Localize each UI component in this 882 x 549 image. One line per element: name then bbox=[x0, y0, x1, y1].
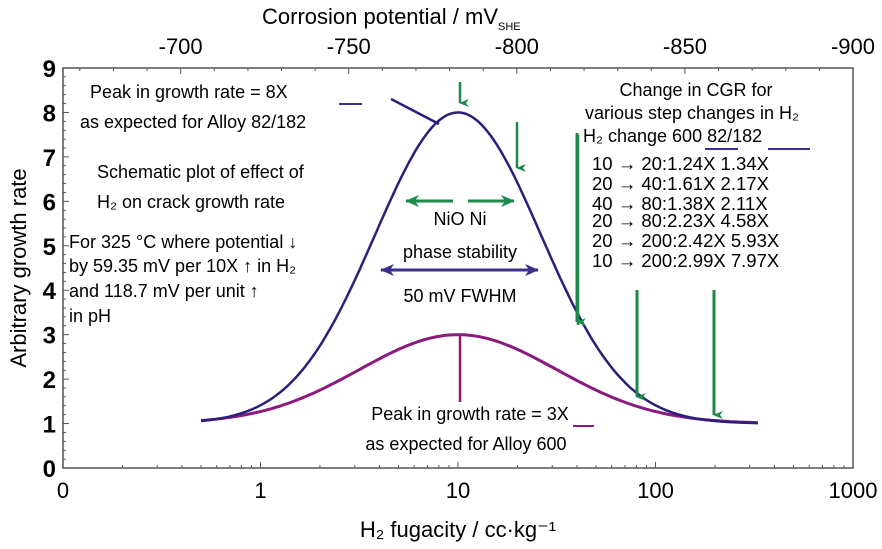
curve-alloy-82-182 bbox=[200, 111, 758, 425]
note-line-1: For 325 °C where potential ↓ bbox=[69, 232, 297, 252]
top-tick-label: -750 bbox=[327, 34, 371, 59]
x-tick-label: 100 bbox=[637, 478, 674, 503]
y-tick-label: 8 bbox=[43, 100, 56, 127]
y-tick-label: 9 bbox=[43, 56, 56, 83]
top-axis-title: Corrosion potential / mVSHE bbox=[262, 4, 521, 33]
peak-82-label-2: as expected for Alloy 82/182 bbox=[80, 112, 306, 132]
phase-label-2: phase stability bbox=[403, 242, 517, 262]
x-tick-label: 1000 bbox=[829, 478, 878, 503]
x-axis-title: H₂ fugacity / cc·kg⁻¹ bbox=[360, 517, 556, 542]
y-tick-label: 4 bbox=[43, 278, 57, 305]
cgr-row: 20 → 80:2.23X 4.58X bbox=[592, 210, 769, 231]
peak-600-label-2: as expected for Alloy 600 bbox=[365, 434, 566, 454]
schematic-label-1: Schematic plot of effect of bbox=[97, 162, 305, 182]
phase-label-1: NiO Ni bbox=[434, 209, 487, 229]
x-axis-ticks: 0 1 10 100 1000 bbox=[57, 462, 878, 503]
cgr-title-2: various step changes in H₂ bbox=[585, 103, 799, 123]
peak-82-leader bbox=[390, 97, 440, 126]
curve-alloy-600 bbox=[200, 333, 758, 425]
fwhm-label: 50 mV FWHM bbox=[403, 286, 516, 306]
y-tick-label: 3 bbox=[43, 323, 56, 350]
note-line-2: by 59.35 mV per 10X ↑ in H₂ bbox=[69, 256, 296, 276]
top-tick-label: -850 bbox=[663, 34, 707, 59]
peak-82-label-1: Peak in growth rate = 8X bbox=[90, 82, 288, 102]
top-tick-label: -800 bbox=[495, 34, 539, 59]
y-tick-label: 5 bbox=[43, 234, 56, 261]
cgr-row: 10 → 200:2.99X 7.97X bbox=[592, 250, 779, 271]
peak-600-label-1: Peak in growth rate = 3X bbox=[371, 404, 569, 424]
schematic-label-2: H₂ on crack growth rate bbox=[97, 192, 285, 212]
y-tick-label: 1 bbox=[43, 412, 56, 439]
cgr-row: 20 → 40:1.61X 2.17X bbox=[592, 173, 769, 194]
cgr-row: 40 → 80:1.38X 2.11X bbox=[592, 193, 768, 214]
top-tick-label: -700 bbox=[159, 34, 203, 59]
top-axis-ticks: -700 -750 -800 -850 -900 bbox=[79, 34, 875, 74]
y-axis-ticks: 0 1 2 3 4 5 6 7 8 9 bbox=[43, 56, 69, 483]
cgr-title-1: Change in CGR for bbox=[619, 80, 772, 100]
y-axis-title: Arbitrary growth rate bbox=[6, 168, 31, 367]
y-tick-label: 2 bbox=[43, 367, 56, 394]
y-tick-label: 6 bbox=[43, 189, 56, 216]
cgr-row: 10 → 20:1.24X 1.34X bbox=[592, 153, 769, 174]
cgr-row: 20 → 200:2.42X 5.93X bbox=[592, 230, 779, 251]
cgr-header: H₂ change 600 82/182 bbox=[583, 126, 762, 146]
x-tick-label: 10 bbox=[446, 478, 470, 503]
x-tick-label: 1 bbox=[254, 478, 266, 503]
y-tick-label: 0 bbox=[43, 456, 56, 483]
note-line-3: and 118.7 mV per unit ↑ bbox=[69, 281, 259, 301]
y-tick-label: 7 bbox=[43, 145, 56, 172]
note-line-4: in pH bbox=[69, 306, 111, 326]
top-tick-label: -900 bbox=[831, 34, 875, 59]
x-tick-label: 0 bbox=[57, 478, 69, 503]
